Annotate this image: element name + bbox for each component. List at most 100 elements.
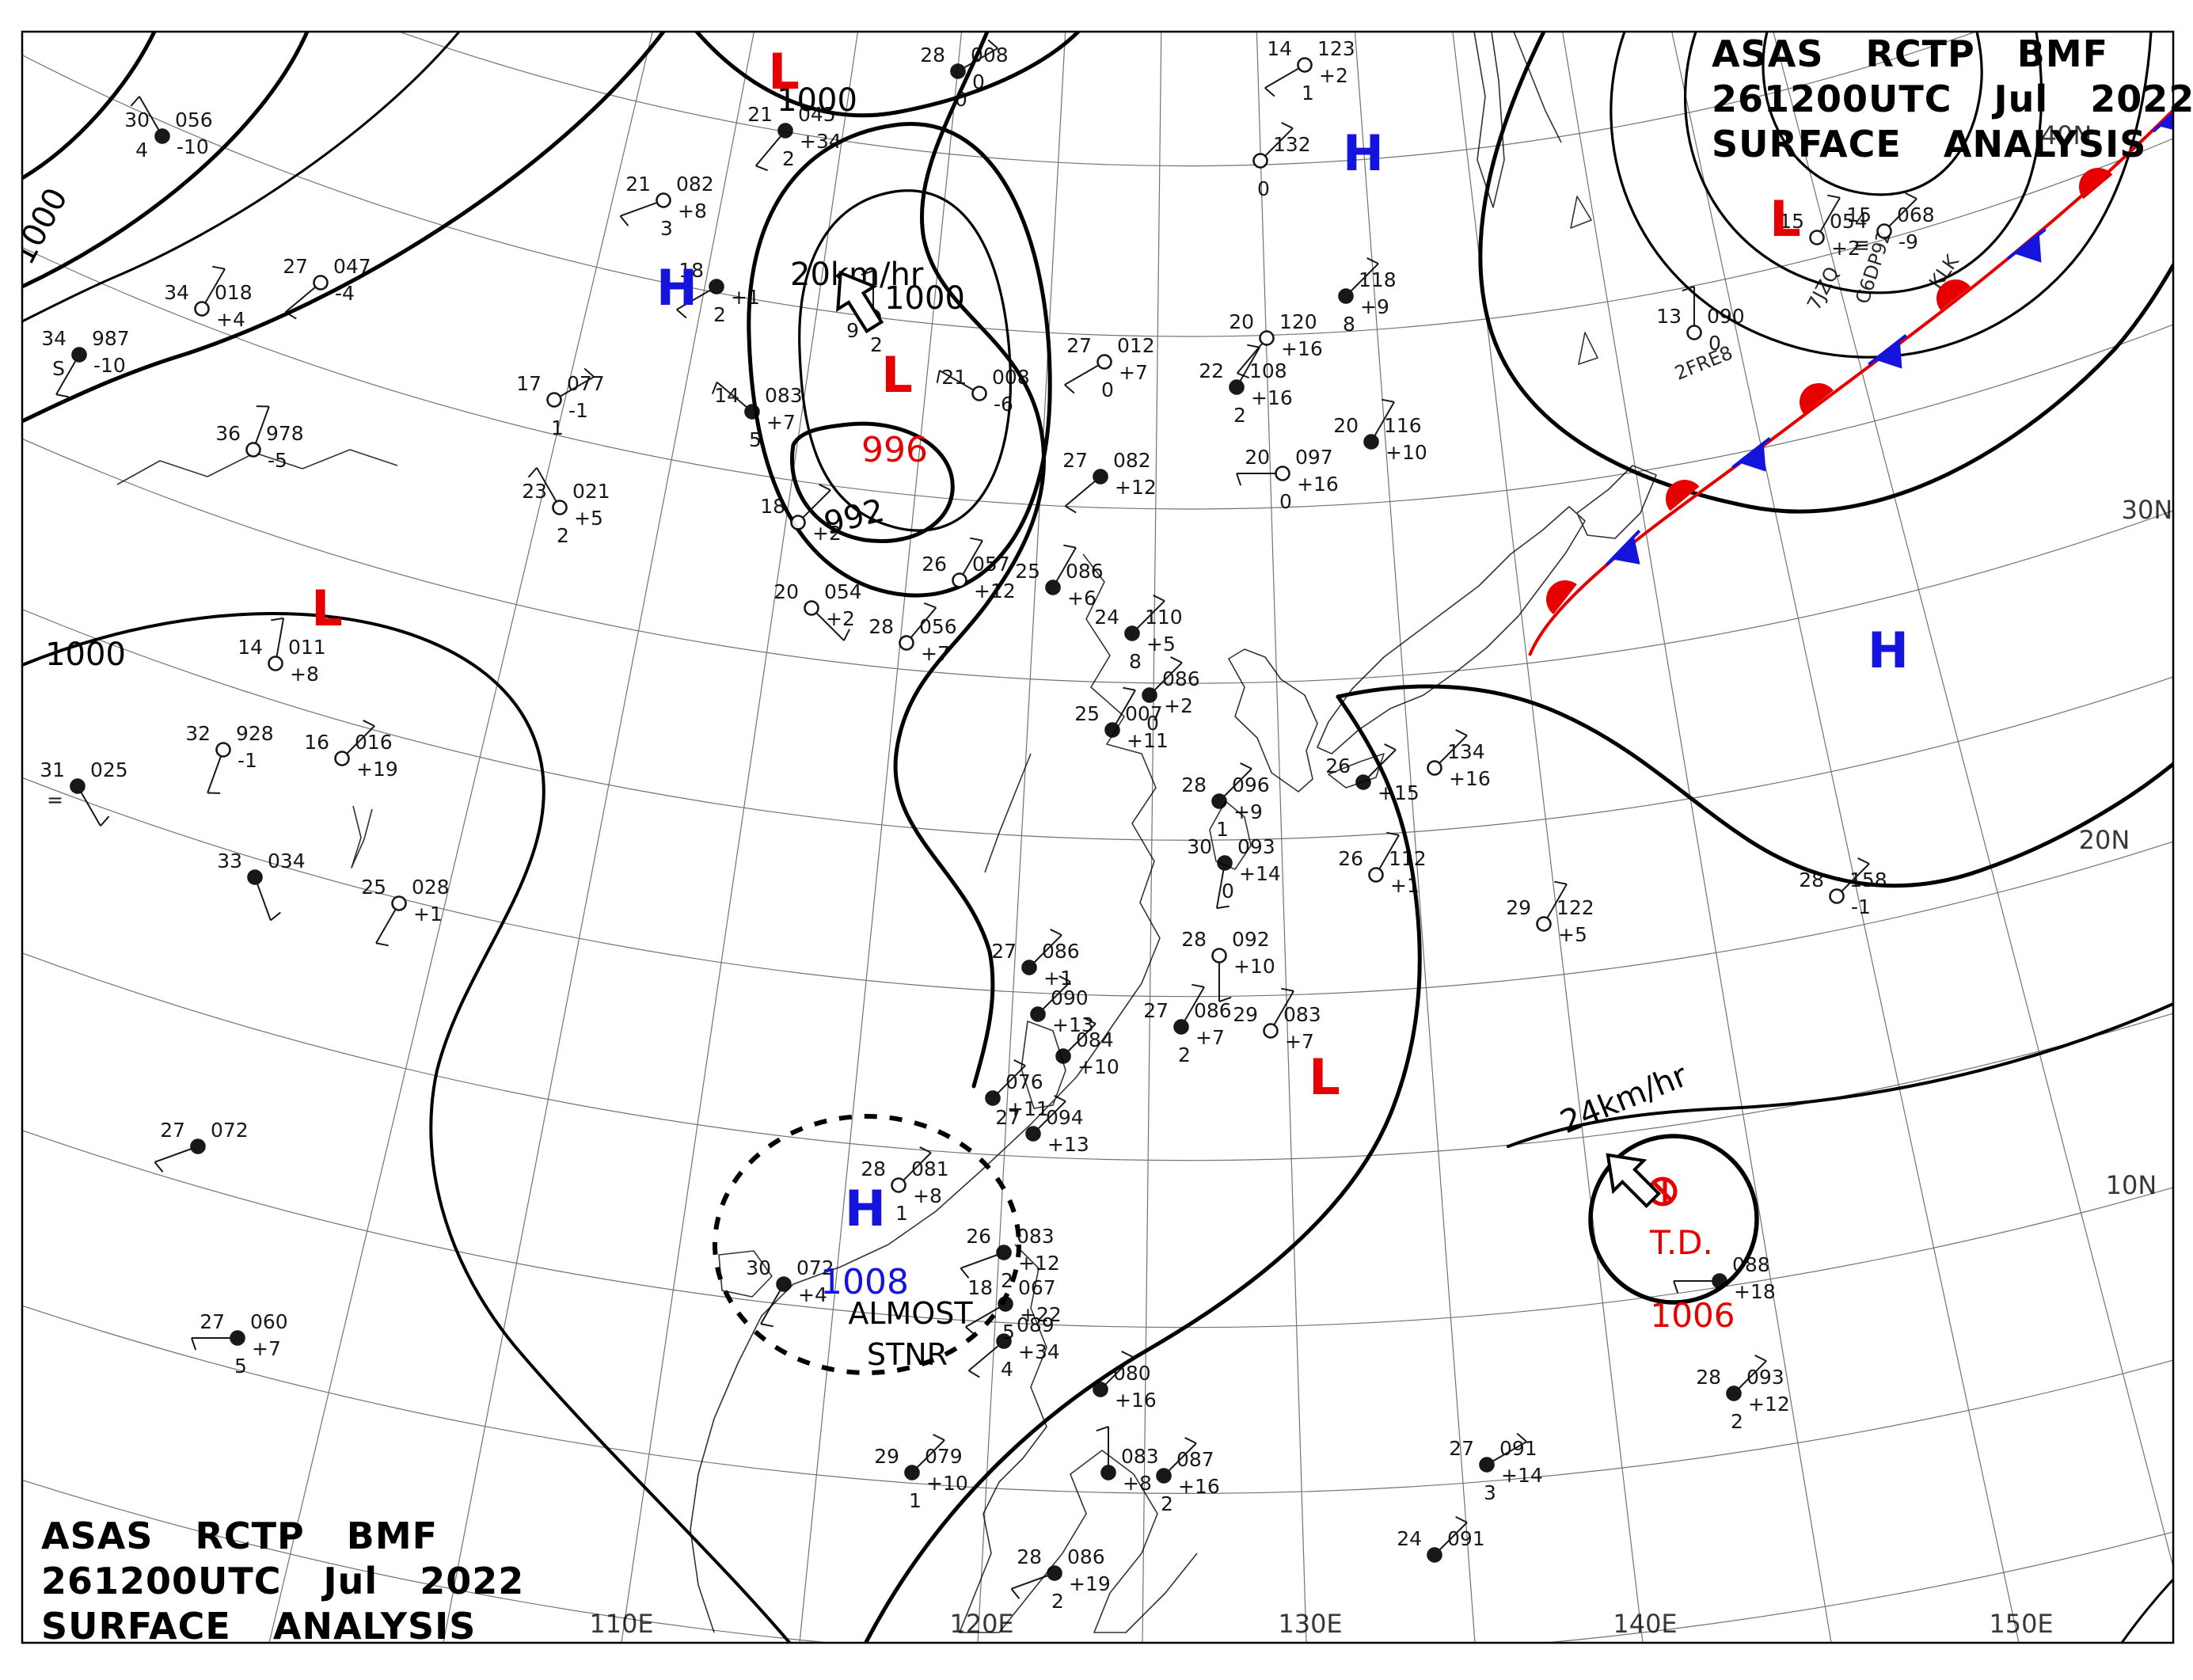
wind-barb-feather (965, 1326, 976, 1336)
station-circle (904, 1465, 920, 1480)
station-circle (334, 751, 350, 766)
station-circle (996, 1333, 1012, 1349)
station-plot: 27 072 (154, 1119, 249, 1173)
wind-barb-feather (1264, 87, 1275, 97)
graticule-meridian (799, 32, 963, 1643)
station-temperature: 27 (1066, 334, 1092, 357)
wind-barb-feather (527, 467, 538, 478)
station-pressure: 086 (1194, 999, 1232, 1022)
graticule-meridian (1354, 32, 1476, 1643)
high-center-symbol: H (845, 1180, 886, 1237)
station-tendency: +4 (798, 1283, 827, 1306)
station-tendency: -6 (994, 393, 1013, 416)
graticule-meridian (1256, 32, 1307, 1643)
coastline (690, 553, 1161, 1633)
station-plot: 29 083 +7 (1233, 987, 1321, 1053)
station-circle (1217, 855, 1233, 871)
station-circle (154, 128, 170, 144)
isobar (22, 32, 666, 424)
wind-barb-feather (1064, 384, 1075, 394)
station-tendency: +14 (1239, 862, 1281, 885)
station-tendency: +6 (1067, 587, 1096, 610)
td-symbol-cross (1652, 1181, 1673, 1202)
station-temperature: 26 (966, 1225, 991, 1248)
chart-title-top-right: ASAS RCTP BMF 261200UTC Jul 2022 SURFACE… (1712, 32, 2193, 167)
station-cloud: 2 (1161, 1492, 1173, 1515)
station-tendency: +15 (1378, 781, 1420, 804)
station-temperature: 20 (773, 580, 799, 603)
wind-barb-feather (1455, 729, 1468, 736)
station-tendency: 0 (1708, 332, 1721, 355)
station-plot: 28 056 +7 (868, 602, 957, 665)
station-plot: 27 091 +143 (1449, 1432, 1543, 1504)
station-circle (1252, 153, 1268, 169)
station-pressure: 110 (1145, 606, 1183, 629)
station-circle (1536, 916, 1552, 932)
station-temperature: 28 (920, 44, 945, 67)
station-tendency: +2 (1831, 237, 1860, 260)
isobar (747, 122, 1052, 598)
station-tendency: +10 (1233, 955, 1275, 978)
graticule-meridian (443, 32, 755, 1643)
cold-front-triangle (1605, 530, 1641, 566)
station-pressure: 928 (236, 722, 274, 745)
isobar (22, 32, 310, 289)
isobar (1478, 32, 2173, 514)
station-plot: 083+8 (1096, 1426, 1159, 1495)
title-line-3: SURFACE ANALYSIS (41, 1605, 477, 1648)
station-tendency: +16 (1449, 767, 1491, 790)
station-temperature: 15 (1846, 203, 1872, 226)
wind-barb-feather (1281, 122, 1294, 129)
station-tendency: +9 (1233, 800, 1263, 823)
graticule-meridian (977, 32, 1066, 1643)
station-circle (1173, 1019, 1189, 1035)
station-plot: 26 057 +12 (922, 537, 1016, 602)
station-circle (1055, 1048, 1071, 1064)
station-plot: 33 034 (217, 850, 306, 922)
station-circle (899, 635, 914, 651)
station-temperature: 27 (1449, 1437, 1474, 1460)
station-circle (950, 63, 966, 79)
station-pressure: 072 (211, 1119, 249, 1142)
warm-front-semicircle (1546, 580, 1577, 614)
station-cloud: 2 (782, 147, 795, 170)
station-tendency: +12 (1018, 1252, 1060, 1275)
station-temperature: 20 (1333, 414, 1359, 437)
station-tendency: +7 (252, 1337, 281, 1360)
station-circle (552, 500, 568, 515)
wind-barb-feather (960, 1268, 970, 1279)
station-temperature: 18 (678, 259, 704, 282)
station-tendency: +19 (1069, 1572, 1111, 1595)
station-cloud: 0 (1257, 177, 1270, 200)
station-cloud: 8 (1129, 650, 1142, 673)
wind-barb-feather (1382, 398, 1395, 403)
station-plot: 20 120 +16 (1229, 310, 1323, 379)
wind-barb-feather (1184, 1437, 1197, 1444)
station-cloud: 2 (1731, 1410, 1743, 1433)
isobar-value-label: 1000 (884, 280, 965, 317)
station-plot: 24 110 +58 (1094, 595, 1183, 673)
station-circle (656, 192, 671, 208)
station-circle (1104, 722, 1120, 738)
station-pressure: 086 (1066, 560, 1104, 583)
station-plot: 25 086 +6 (1015, 544, 1104, 610)
station-circle (971, 386, 987, 401)
station-temperature: 17 (516, 372, 542, 395)
station-pressure: 978 (266, 422, 304, 445)
station-temperature: 14 (714, 384, 739, 407)
coastline (718, 1250, 773, 1298)
wind-barb-feather (271, 617, 284, 621)
station-temperature: 28 (1696, 1366, 1721, 1389)
station-tendency: +11 (1007, 1097, 1049, 1120)
station-tendency: -1 (568, 399, 588, 422)
axis-label-layer: 40N 30N 20N 10N 110E 120E 130E 140E 150E (589, 120, 2172, 1639)
station-plot: 15 054 +2 (1779, 194, 1868, 260)
wind-barb-feather (1013, 1059, 1026, 1066)
station-circle (1368, 867, 1384, 883)
station-tendency: +16 (1251, 386, 1293, 409)
graticule-meridian (621, 32, 859, 1643)
wind-barb-feather (987, 39, 998, 49)
station-temperature: 22 (1199, 359, 1224, 382)
